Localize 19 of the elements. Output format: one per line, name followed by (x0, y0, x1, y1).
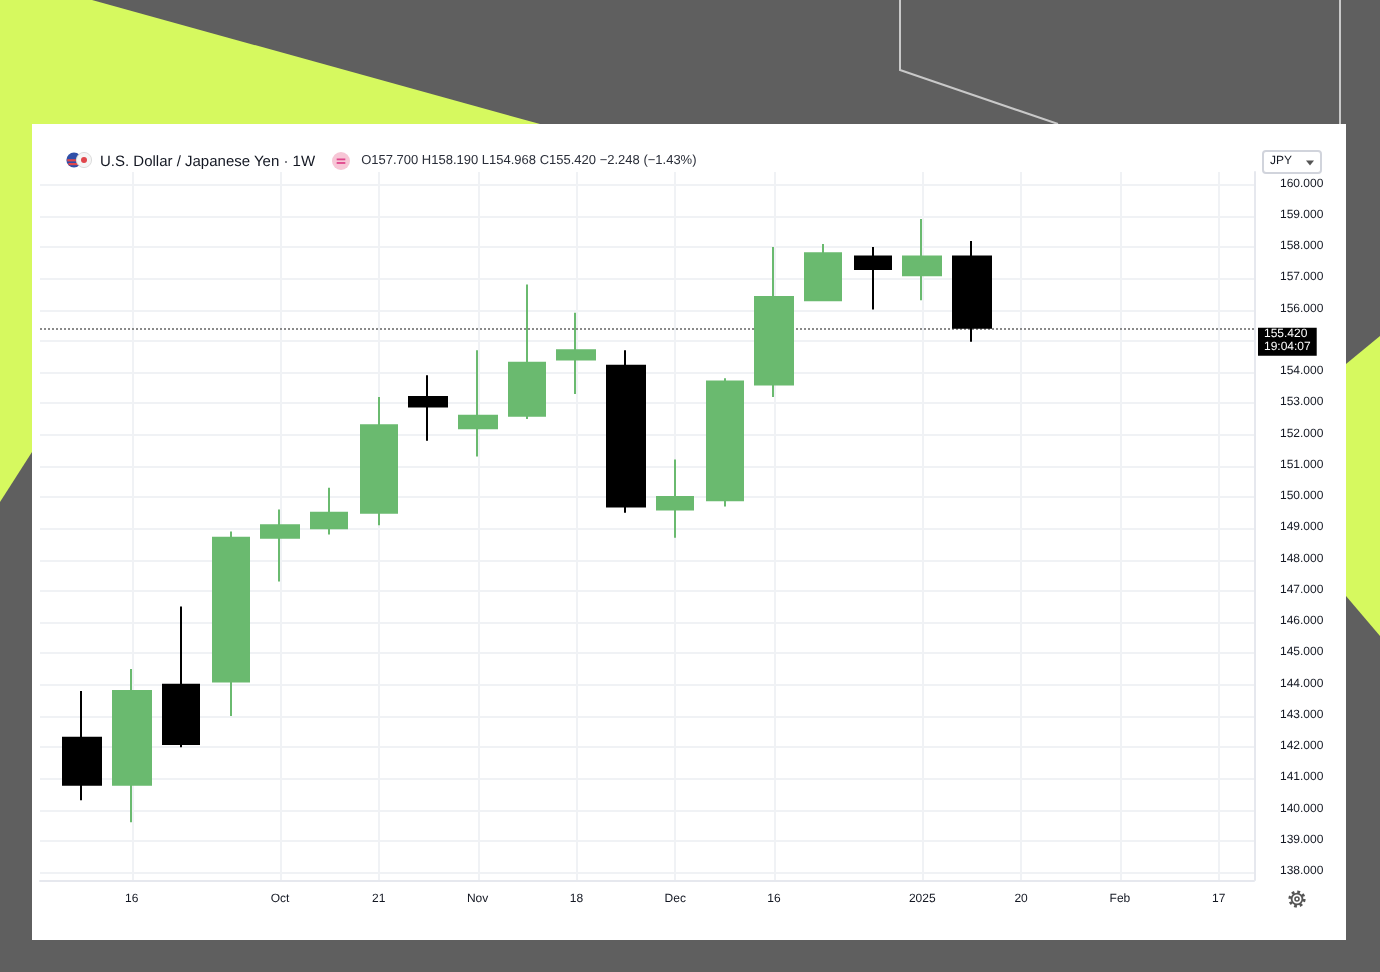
candlestick (112, 668, 152, 824)
candlestick (656, 458, 694, 539)
candlestick (952, 240, 992, 343)
candlestick (310, 486, 348, 536)
candlestick (706, 377, 744, 508)
candlestick (62, 689, 102, 802)
candlestick (754, 246, 794, 399)
candlestick (606, 349, 646, 514)
candlestick (408, 374, 448, 442)
candlestick (260, 508, 300, 583)
candlestick (902, 217, 942, 302)
candlestick (458, 349, 498, 458)
candlestick (854, 246, 892, 311)
candlestick (804, 242, 842, 302)
candlestick (556, 311, 596, 395)
candlestick (162, 605, 200, 749)
candlestick (360, 396, 398, 527)
candlestick (508, 283, 546, 420)
candlestick (212, 530, 250, 717)
